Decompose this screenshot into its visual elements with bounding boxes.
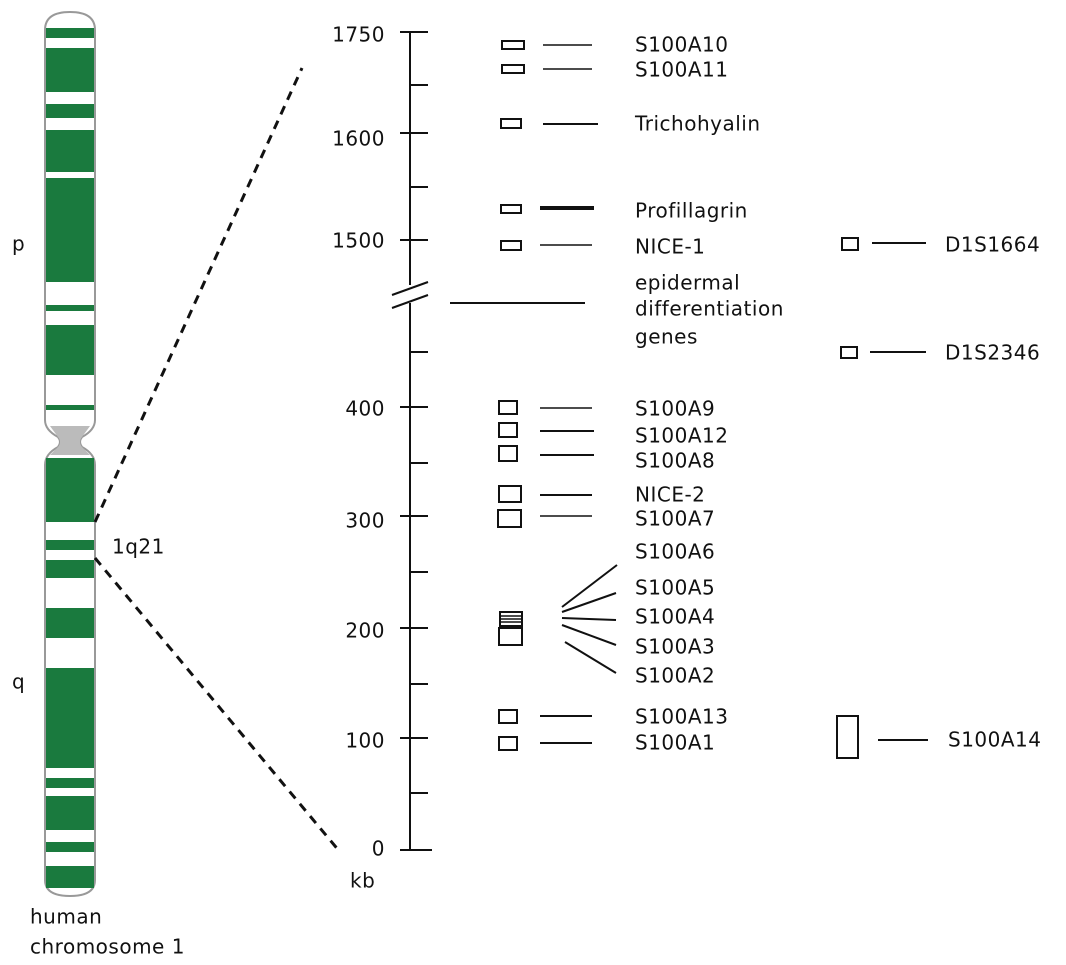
gene-label: S100A11 bbox=[635, 58, 729, 82]
gene-label: S100A5 bbox=[635, 576, 715, 600]
marker-label: S100A14 bbox=[948, 728, 1042, 752]
band-label: 1q21 bbox=[112, 535, 165, 559]
axis-tick-label: 1500 bbox=[332, 229, 385, 253]
axis-tick-label: 0 bbox=[372, 837, 385, 861]
gene-label: S100A8 bbox=[635, 449, 715, 473]
chromosome bbox=[45, 12, 95, 896]
axis-unit: kb bbox=[350, 869, 375, 893]
axis bbox=[392, 32, 432, 850]
gene-label: NICE-1 bbox=[635, 235, 705, 259]
gene-label: S100A12 bbox=[635, 424, 729, 448]
gene-label: NICE-2 bbox=[635, 483, 705, 507]
axis-tick-label: 1600 bbox=[332, 127, 385, 151]
gene-label: S100A10 bbox=[635, 33, 729, 57]
q-arm-label: q bbox=[12, 670, 25, 694]
cluster-label: differentiation bbox=[635, 297, 784, 321]
gene-label: S100A4 bbox=[635, 605, 715, 629]
gene-label: S100A13 bbox=[635, 705, 729, 729]
diagram: p q 1q21 human chromosome 1 1750 1600 15… bbox=[0, 0, 1066, 961]
gene-label: S100A1 bbox=[635, 731, 715, 755]
axis-tick-label: 1750 bbox=[332, 23, 385, 47]
axis-tick-label: 400 bbox=[345, 397, 385, 421]
axis-tick-label: 100 bbox=[345, 729, 385, 753]
axis-tick-label: 300 bbox=[345, 509, 385, 533]
cluster-label: epidermal bbox=[635, 271, 740, 295]
chromosome-bands bbox=[46, 28, 94, 888]
gene-label: S100A7 bbox=[635, 507, 715, 531]
zoom-line bbox=[95, 68, 302, 522]
gene-label: S100A3 bbox=[635, 635, 715, 659]
gene-label: Profillagrin bbox=[635, 199, 748, 223]
axis-tick-label: 200 bbox=[345, 619, 385, 643]
gene-label: S100A6 bbox=[635, 540, 715, 564]
p-arm-label: p bbox=[12, 232, 25, 256]
cluster-label: genes bbox=[635, 325, 698, 349]
gene-label: S100A9 bbox=[635, 397, 715, 421]
gene-label: S100A2 bbox=[635, 664, 715, 688]
marker-label: D1S1664 bbox=[945, 233, 1040, 257]
caption: chromosome 1 bbox=[30, 935, 185, 959]
gene-label: Trichohyalin bbox=[634, 112, 761, 136]
zoom-line bbox=[95, 558, 340, 852]
marker-label: D1S2346 bbox=[945, 341, 1040, 365]
caption: human bbox=[30, 905, 102, 929]
